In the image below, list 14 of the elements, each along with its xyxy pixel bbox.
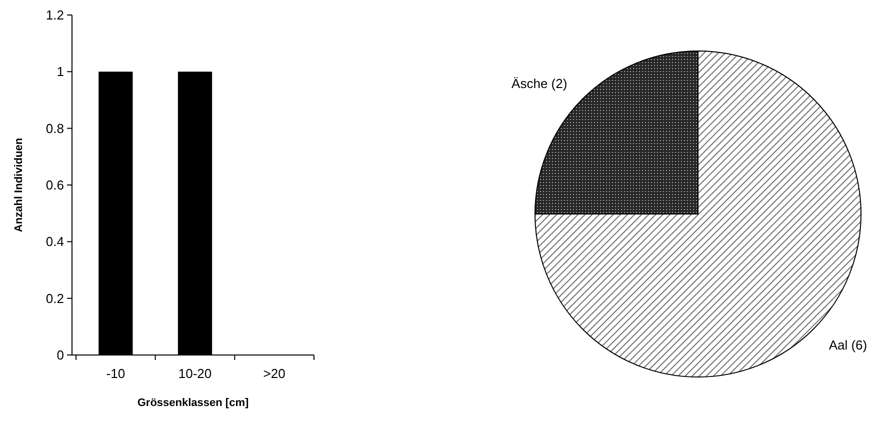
x-tick-label: >20 <box>263 366 286 381</box>
slice-label: Äsche (2) <box>512 76 568 91</box>
y-tick-label: 0.2 <box>46 290 64 306</box>
y-axis-title: Anzahl Individuen <box>13 138 25 232</box>
x-tick-label: -10 <box>106 366 126 381</box>
y-tick-label: 0.4 <box>46 234 64 250</box>
y-tick-label: 1.2 <box>46 8 64 23</box>
y-tick-label: 0.6 <box>46 178 64 193</box>
slice-label: Aal (6) <box>828 337 868 352</box>
y-tick-label: 0 <box>56 348 64 363</box>
x-axis-title: Grössenklassen [cm] <box>137 397 249 409</box>
y-tick-label: 0.8 <box>46 120 64 136</box>
y-tick-label: 1 <box>56 64 64 80</box>
x-tick-label: 10-20 <box>178 366 212 381</box>
